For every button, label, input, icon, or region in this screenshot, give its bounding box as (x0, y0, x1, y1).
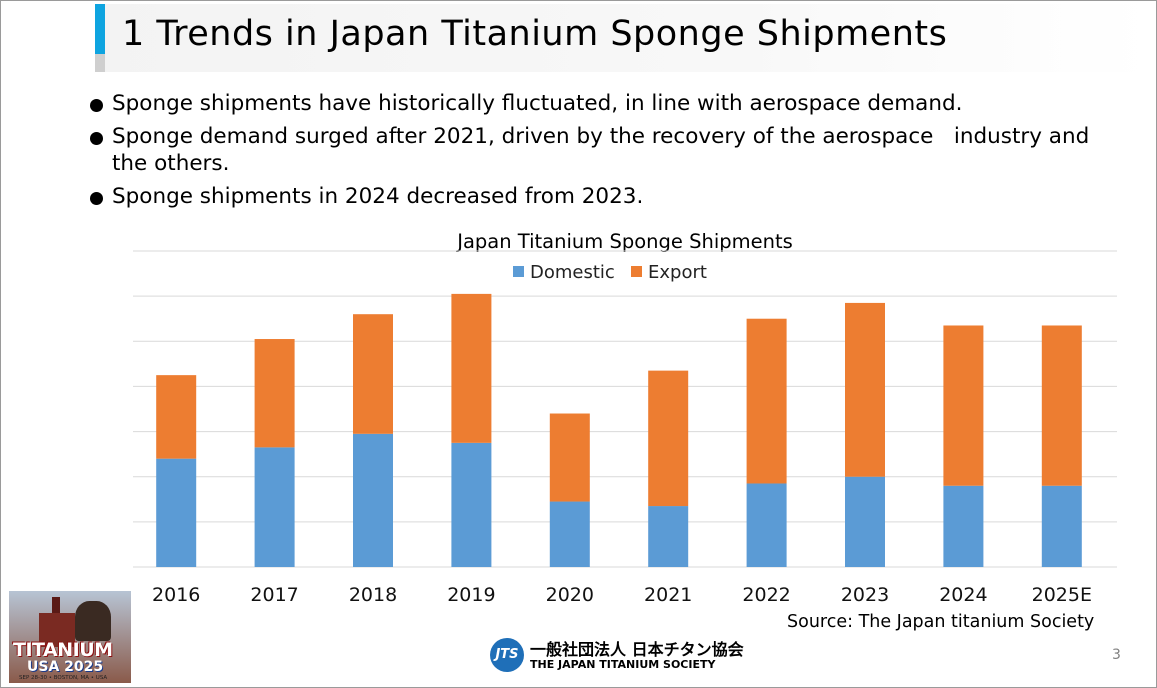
slide-title: 1 Trends in Japan Titanium Sponge Shipme… (122, 14, 948, 54)
bullet-item: Sponge shipments in 2024 decreased from … (88, 183, 1118, 210)
bar-export-2020 (549, 413, 590, 502)
titanium-usa-logo: TITANIUM USA 2025 SEP 28-30 • BOSTON, MA… (9, 591, 131, 683)
jts-footer-logo: JTS 一般社団法人 日本チタン協会 THE JAPAN TITANIUM SO… (490, 634, 744, 676)
page-number: 3 (1112, 647, 1121, 663)
bullet-item: Sponge demand surged after 2021, driven … (88, 123, 1118, 177)
x-tick-label: 2025E (1032, 584, 1092, 606)
logo-building-shape (39, 613, 75, 647)
title-accent-shadow (95, 54, 105, 72)
logo-subtitle: USA 2025 (27, 659, 104, 675)
bar-domestic-2023 (845, 476, 885, 567)
jts-name-english: THE JAPAN TITANIUM SOCIETY (530, 658, 716, 671)
jts-logo-icon: JTS (490, 638, 524, 672)
bar-domestic-2025e (1041, 485, 1082, 567)
x-tick-label: 2024 (939, 584, 987, 606)
x-tick-label: 2021 (644, 584, 692, 606)
legend-export-label: Export (648, 262, 707, 283)
x-tick-label: 2020 (546, 584, 594, 606)
logo-title: TITANIUM (13, 639, 113, 661)
jts-name-japanese: 一般社団法人 日本チタン協会 (530, 640, 744, 659)
bullet-text: Sponge shipments have historically fluct… (112, 91, 963, 116)
bar-export-2018 (353, 314, 393, 434)
bar-export-2019 (451, 293, 492, 443)
bullet-dot-icon (90, 192, 103, 205)
bar-domestic-2016 (156, 458, 197, 567)
bar-domestic-2019 (451, 442, 492, 567)
bar-export-2021 (648, 370, 689, 507)
x-tick-label: 2019 (447, 584, 495, 606)
bar-export-2024 (943, 325, 984, 486)
bar-domestic-2022 (746, 483, 787, 567)
bullet-text: Sponge demand surged after 2021, driven … (112, 124, 1090, 176)
bullet-item: Sponge shipments have historically fluct… (88, 90, 1118, 117)
bar-domestic-2018 (353, 433, 393, 567)
bullet-text: Sponge shipments in 2024 decreased from … (112, 184, 644, 209)
bullet-list: Sponge shipments have historically fluct… (88, 90, 1118, 216)
bar-domestic-2021 (648, 506, 689, 567)
bullet-dot-icon (90, 132, 103, 145)
logo-spire-shape (52, 597, 60, 615)
bar-export-2016 (156, 375, 197, 459)
title-bar (95, 4, 1153, 72)
bar-export-2023 (845, 302, 885, 477)
bar-domestic-2024 (943, 485, 984, 567)
bar-export-2025e (1041, 325, 1082, 486)
bar-domestic-2020 (549, 501, 590, 567)
x-tick-label: 2017 (250, 584, 298, 606)
chart-title: Japan Titanium Sponge Shipments (455, 230, 793, 253)
legend-domestic-swatch (513, 266, 524, 277)
bar-export-2022 (746, 318, 787, 484)
bar-export-2017 (254, 339, 295, 448)
logo-dates: SEP 28-30 • BOSTON, MA • USA (19, 675, 108, 681)
x-tick-label: 2016 (152, 584, 200, 606)
bar-domestic-2017 (254, 447, 295, 567)
source-note: Source: The Japan titanium Society (787, 612, 1095, 632)
legend-export-swatch (631, 266, 642, 277)
bullet-dot-icon (90, 99, 103, 112)
x-tick-label: 2022 (742, 584, 790, 606)
legend-domestic-label: Domestic (530, 262, 615, 283)
x-tick-label: 2023 (841, 584, 889, 606)
x-tick-label: 2018 (349, 584, 397, 606)
title-accent-bar (95, 4, 105, 54)
logo-statue-shape (75, 601, 111, 641)
